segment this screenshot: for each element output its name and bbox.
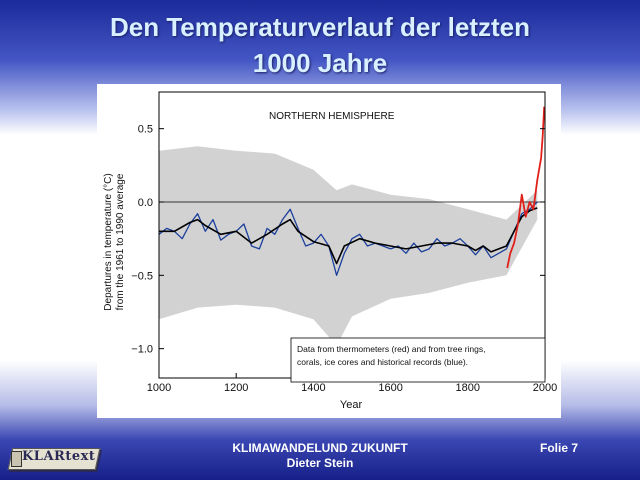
x-tick-label: 1800 bbox=[456, 382, 480, 394]
chart-title: NORTHERN HEMISPHERE bbox=[269, 111, 395, 122]
proxy-records-series bbox=[158, 201, 538, 276]
logo-book-icon bbox=[11, 451, 22, 467]
smoothed-series bbox=[159, 207, 538, 265]
thermometer-series bbox=[506, 106, 546, 269]
y-tick-label: 0.0 bbox=[138, 197, 153, 209]
x-tick-label: 1400 bbox=[301, 382, 325, 394]
y-tick-label: −0.5 bbox=[131, 270, 153, 282]
y-tick-label: 0.5 bbox=[138, 124, 153, 136]
x-tick-label: 2000 bbox=[533, 382, 557, 394]
x-tick-label: 1000 bbox=[147, 382, 171, 394]
klartext-logo: KLARtext bbox=[7, 434, 104, 472]
annotation-box bbox=[290, 337, 546, 383]
slide-title-line2: 1000 Jahre bbox=[252, 48, 388, 78]
x-axis-label: Year bbox=[340, 399, 363, 411]
annotation-line2: corals, ice cores and historical records… bbox=[297, 357, 468, 367]
y-tick-label: −1.0 bbox=[131, 344, 153, 356]
slide-title-line1: Den Temperaturverlauf der letzten bbox=[110, 12, 530, 42]
x-tick-label: 1600 bbox=[378, 382, 402, 394]
slide-number: Folie 7 bbox=[540, 441, 579, 455]
logo-text: KLARtext bbox=[22, 449, 96, 464]
footer-author: Dieter Stein bbox=[286, 456, 354, 470]
annotation-line1: Data from thermometers (red) and from tr… bbox=[297, 344, 485, 354]
series-layer bbox=[158, 106, 546, 276]
chart-panel: 1000 1200 1400 1600 1800 2000 0.5 0.0 −0.5 −1.0 N… bbox=[97, 84, 561, 418]
y-axis-label-line2: from the 1961 to 1990 average bbox=[115, 173, 126, 310]
temperature-chart: 1000 1200 1400 1600 1800 2000 0.5 0.0 −0.5 −1.0 N… bbox=[103, 91, 557, 411]
chart-annotation: Data from thermometers (red) and from tr… bbox=[290, 337, 546, 383]
footer-title: KLIMAWANDELUND ZUKUNFT bbox=[232, 441, 408, 455]
axes-layer: 1000 1200 1400 1600 1800 2000 0.5 0.0 −0.5 −1.0 bbox=[131, 91, 557, 394]
y-axis-label-line1: Departures in temperature (°C) bbox=[103, 173, 114, 310]
x-tick-label: 1200 bbox=[224, 382, 248, 394]
